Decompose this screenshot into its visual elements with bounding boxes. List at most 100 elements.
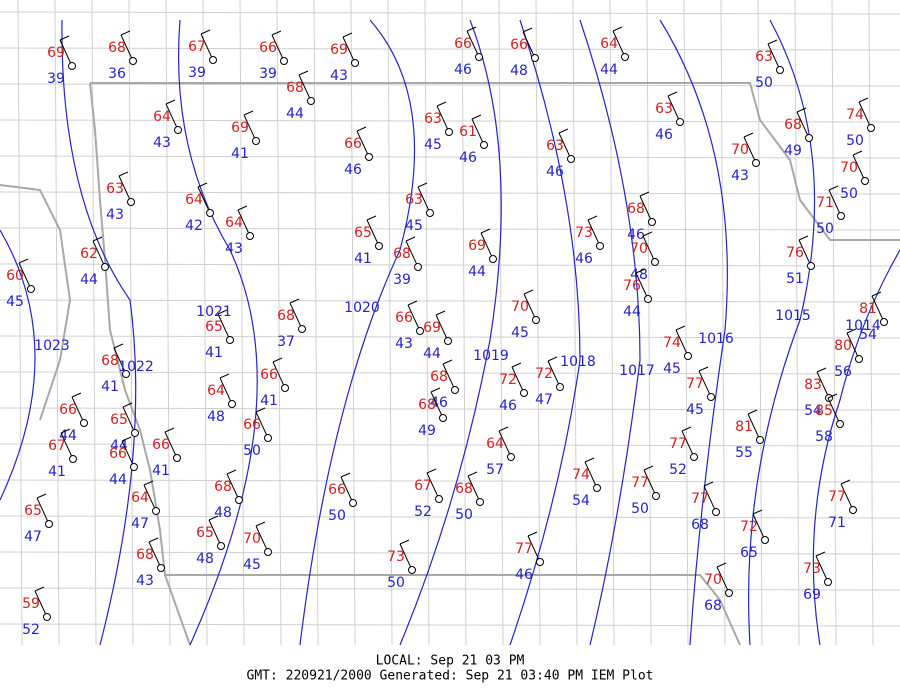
- station-circle: [593, 484, 601, 492]
- temperature: 68: [136, 547, 154, 563]
- station: 70 50: [840, 150, 869, 202]
- dewpoint: 46: [515, 567, 533, 583]
- station-circle: [567, 155, 575, 163]
- wind-barb-flag: [271, 30, 282, 36]
- temperature: 62: [80, 246, 98, 262]
- dewpoint: 43: [395, 336, 413, 352]
- station-circle: [131, 429, 139, 437]
- temperature: 73: [387, 549, 405, 565]
- county-line: [0, 587, 900, 591]
- dewpoint: 45: [6, 294, 24, 310]
- temperature: 70: [704, 572, 722, 588]
- isobar-label: 1016: [698, 331, 734, 347]
- station: 66 48: [510, 27, 539, 79]
- station-circle: [855, 355, 863, 363]
- wind-barb: [342, 36, 356, 64]
- wind-barb: [430, 391, 444, 419]
- county-line: [0, 155, 900, 159]
- station-circle: [217, 542, 225, 550]
- station-circle: [532, 316, 540, 324]
- station: 66 39: [259, 30, 288, 82]
- isobar-labels: 1023 1022 1021 1020 1019 1018 1017 1016 1015 1014: [34, 300, 881, 379]
- wind-barb: [667, 95, 681, 123]
- dewpoint: 50: [631, 501, 649, 517]
- dewpoint: 41: [48, 464, 66, 480]
- wind-barb-flag: [59, 35, 70, 41]
- station: 68 39: [393, 236, 422, 288]
- isobar-label: 1017: [619, 363, 655, 379]
- wind-barb: [255, 525, 269, 553]
- temperature: 72: [535, 366, 553, 382]
- wind-barb-flag: [639, 191, 650, 197]
- dewpoint: 46: [546, 164, 564, 180]
- station: 72 47: [535, 356, 564, 408]
- temperature: 70: [630, 241, 648, 257]
- temperature: 68: [455, 481, 473, 497]
- wind-barb: [148, 541, 162, 569]
- county-line: [572, 0, 578, 646]
- temperature: 67: [188, 39, 206, 55]
- wind-barb: [643, 469, 657, 497]
- temperature: 66: [395, 310, 413, 326]
- wind-barb: [828, 189, 842, 217]
- dewpoint: 43: [330, 68, 348, 84]
- temperature: 66: [59, 402, 77, 418]
- station: 77 46: [515, 531, 544, 583]
- county-line: [0, 551, 900, 555]
- temperature: 63: [424, 111, 442, 127]
- dewpoint: 45: [424, 137, 442, 153]
- county-line: [757, 0, 763, 646]
- station-circle: [445, 128, 453, 136]
- station-circle: [68, 62, 76, 70]
- wind-barb-flag: [417, 182, 428, 188]
- wind-barb: [407, 304, 421, 332]
- station-circle: [174, 126, 182, 134]
- temperature: 64: [207, 383, 225, 399]
- station: 68 50: [455, 471, 484, 523]
- station: 64 44: [600, 26, 629, 78]
- temperature: 69: [231, 120, 249, 136]
- dewpoint: 57: [486, 462, 504, 478]
- temperature: 69: [47, 45, 65, 61]
- isobar-label: 1020: [344, 300, 380, 316]
- dewpoint: 68: [691, 517, 709, 533]
- station: 68 36: [108, 30, 137, 82]
- station: 66 43: [395, 300, 424, 352]
- wind-barb: [798, 239, 812, 267]
- dewpoint: 65: [740, 545, 758, 561]
- temperature: 65: [354, 225, 372, 241]
- wind-barb: [558, 132, 572, 160]
- county-line: [165, 0, 171, 646]
- wind-barb: [113, 347, 127, 375]
- temperature: 73: [575, 225, 593, 241]
- dewpoint: 46: [627, 227, 645, 243]
- wind-barb: [271, 34, 285, 62]
- dewpoint: 44: [468, 264, 486, 280]
- wind-barb: [289, 302, 303, 330]
- station-circle: [836, 420, 844, 428]
- county-line: [424, 0, 430, 646]
- station-circle: [246, 232, 254, 240]
- wind-barb: [743, 136, 757, 164]
- temperature: 68: [108, 40, 126, 56]
- wind-barb-flag: [342, 32, 353, 38]
- dewpoint: 42: [185, 218, 203, 234]
- temperature: 77: [631, 475, 649, 491]
- wind-barb-flag: [681, 426, 692, 432]
- wind-barb-flag: [298, 70, 309, 76]
- dewpoint: 50: [840, 186, 858, 202]
- wind-barb: [436, 105, 450, 133]
- station: 77 68: [691, 481, 720, 533]
- station-circle: [651, 258, 659, 266]
- station-circle: [349, 499, 357, 507]
- wind-barb: [639, 195, 653, 223]
- wind-barb-flag: [18, 258, 29, 264]
- dewpoint: 47: [24, 529, 42, 545]
- station: 66 46: [344, 126, 373, 178]
- dewpoint: 47: [535, 392, 553, 408]
- dewpoint: 47: [131, 516, 149, 532]
- station-circle: [684, 352, 692, 360]
- wind-barb-flag: [34, 586, 45, 592]
- wind-barb-flag: [442, 359, 453, 365]
- county-line: [0, 443, 900, 447]
